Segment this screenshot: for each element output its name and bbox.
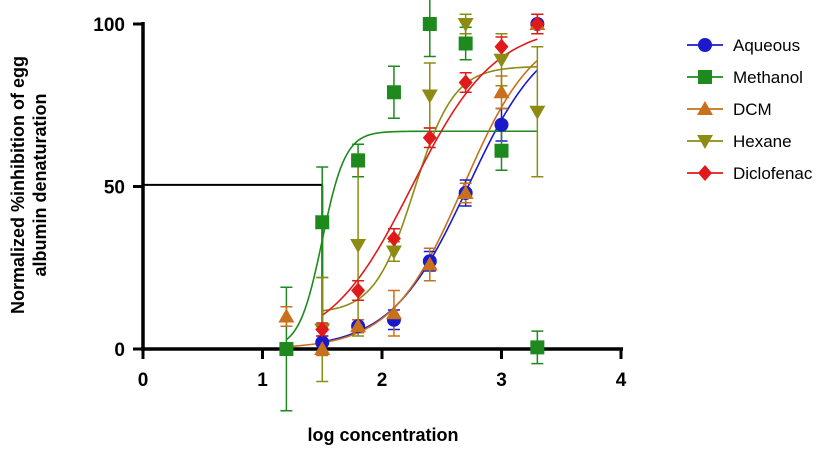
- legend-label: Aqueous: [733, 36, 800, 55]
- x-tick-label: 0: [138, 370, 149, 391]
- data-point-hexane: [493, 53, 510, 68]
- data-point-methanol: [315, 215, 330, 230]
- fit-curve-methanol: [285, 130, 538, 341]
- reference-lines: [143, 183, 324, 349]
- legend-marker: [698, 70, 712, 84]
- y-tick-label: 100: [93, 15, 125, 36]
- data-point-aqueous: [494, 117, 509, 132]
- legend-item-methanol: Methanol: [687, 68, 803, 87]
- data-point-diclofenac: [458, 74, 473, 91]
- tick-labels: 0 1 2 3 4 0 50 100: [93, 15, 626, 391]
- legend-label: Methanol: [733, 68, 803, 87]
- data-point-dcm: [493, 84, 510, 99]
- data-point-methanol: [530, 340, 545, 355]
- x-tick-label: 4: [616, 370, 627, 391]
- axes: [133, 22, 623, 359]
- data-point-diclofenac: [351, 282, 366, 299]
- data-point-hexane: [350, 239, 367, 253]
- legend-marker: [698, 38, 712, 52]
- data-point-hexane: [529, 105, 546, 120]
- data-point-dcm: [350, 318, 367, 333]
- data-point-methanol: [386, 85, 401, 100]
- legend: Aqueous Methanol DCM Hexane Diclofenac: [687, 36, 813, 183]
- legend-label: Diclofenac: [733, 164, 813, 183]
- data-point-methanol: [458, 36, 473, 51]
- data-point-hexane: [457, 18, 474, 32]
- legend-label: Hexane: [733, 132, 792, 151]
- data-point-dcm: [421, 256, 438, 271]
- legend-marker: [697, 101, 713, 115]
- data-point-hexane: [385, 245, 402, 260]
- data-point-diclofenac: [494, 38, 509, 55]
- y-axis-title-line-1: Normalized %inhibition of egg: [8, 56, 28, 314]
- y-tick-label: 50: [104, 178, 125, 199]
- y-tick-label: 0: [114, 340, 125, 361]
- data-point-hexane: [421, 89, 438, 104]
- x-axis-title: log concentration: [307, 425, 458, 445]
- legend-label: DCM: [733, 100, 772, 119]
- data-markers: [278, 16, 546, 356]
- legend-marker: [698, 165, 712, 181]
- data-point-diclofenac: [530, 16, 545, 32]
- legend-marker: [697, 135, 713, 149]
- x-tick-label: 1: [257, 370, 268, 391]
- data-point-methanol: [279, 342, 294, 356]
- fit-curve-dcm: [286, 59, 538, 348]
- x-tick-label: 3: [496, 370, 507, 391]
- data-point-diclofenac: [422, 129, 437, 146]
- data-point-dcm: [457, 185, 474, 199]
- data-point-dcm: [278, 308, 295, 323]
- x-tick-label: 2: [377, 370, 388, 391]
- data-point-dcm: [314, 341, 331, 355]
- data-point-methanol: [351, 153, 366, 168]
- legend-item-dcm: DCM: [687, 100, 772, 119]
- legend-item-aqueous: Aqueous: [687, 36, 800, 55]
- data-point-diclofenac: [315, 321, 330, 338]
- legend-item-hexane: Hexane: [687, 132, 792, 151]
- data-point-methanol: [422, 17, 437, 31]
- y-axis-title-line-2: albumin denaturation: [30, 93, 50, 276]
- legend-item-diclofenac: Diclofenac: [687, 164, 813, 183]
- data-point-dcm: [385, 305, 402, 320]
- data-point-diclofenac: [386, 230, 401, 247]
- data-point-methanol: [494, 143, 509, 158]
